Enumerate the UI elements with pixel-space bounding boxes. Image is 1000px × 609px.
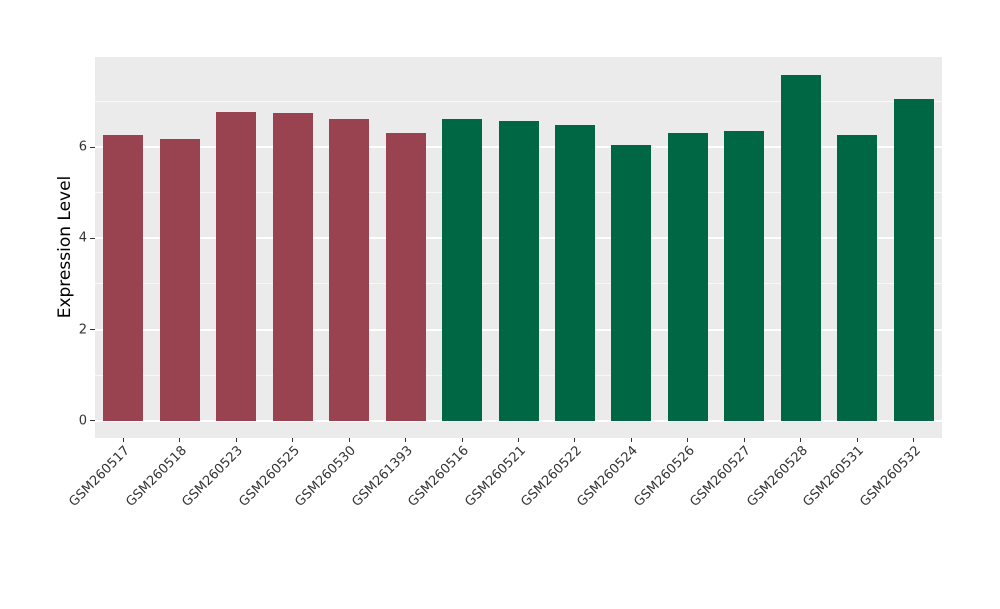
x-tick-mark [461,438,463,442]
y-tick-mark [90,420,95,422]
bar [554,125,595,421]
y-tick-label: 0 [78,413,87,429]
x-tick-mark [913,438,915,442]
bar [159,139,200,421]
x-tick-mark [122,438,124,442]
x-tick-mark [630,438,632,442]
y-tick-label: 4 [78,230,87,246]
y-tick-label: 2 [78,322,87,337]
x-tick-mark [292,438,294,442]
y-tick-mark [90,237,95,239]
plot-area [95,56,942,438]
chart-canvas: Expression Level GSM260517 GSM260518 GSM26… [55,56,942,510]
bar [385,133,426,421]
gridline-minor [95,101,942,103]
bar [611,144,652,421]
x-tick-mark [687,438,689,442]
y-tick-label: 6 [78,139,87,155]
bar [272,112,313,421]
x-tick-mark [856,438,858,442]
bar [442,118,483,421]
x-tick-mark [800,438,802,442]
y-axis-title: Expression Level [55,175,75,319]
bar [103,135,144,421]
x-tick-mark [348,438,350,442]
x-tick-mark [743,438,745,442]
gridline-major [95,56,942,57]
x-tick-mark [405,438,407,442]
bar [893,98,934,421]
x-tick-mark [518,438,519,442]
bar [837,134,878,421]
bar [780,74,821,421]
x-tick-mark [235,438,237,442]
x-tick-mark [179,438,181,442]
x-tick-mark [574,438,576,442]
y-tick-mark [90,146,95,148]
bar [667,132,708,421]
bar [216,112,257,421]
y-tick-mark [90,329,95,330]
bar [329,118,370,421]
bar [498,120,539,421]
gridline-major [95,419,942,422]
bar [724,131,765,421]
